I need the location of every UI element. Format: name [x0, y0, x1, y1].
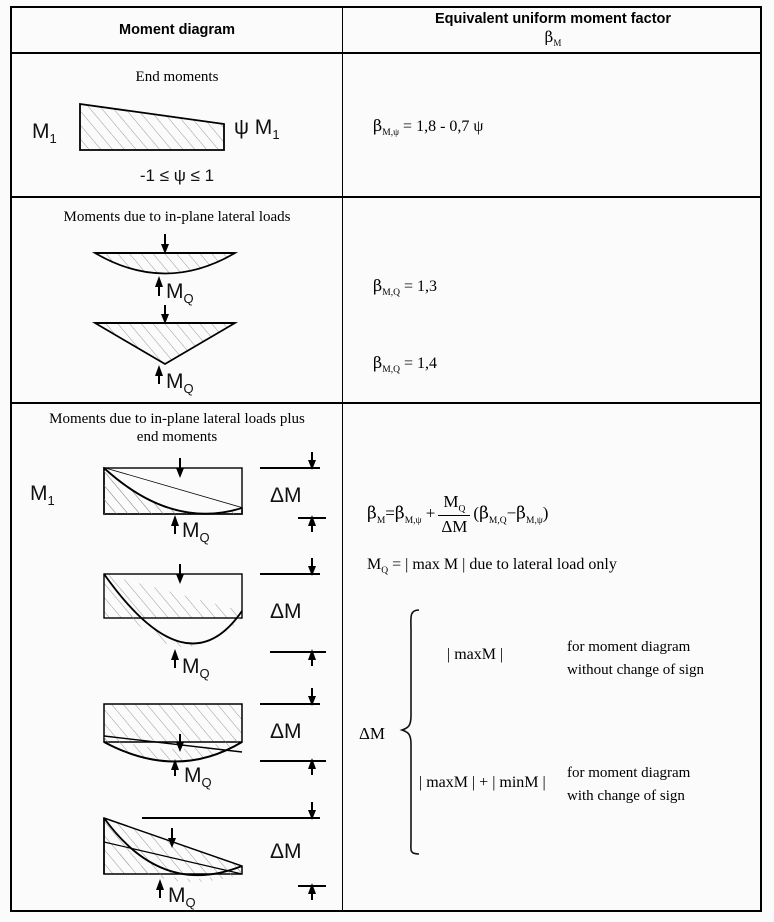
label-delta-m-4: ΔM: [270, 840, 302, 863]
label-mq-1: MQ: [182, 519, 210, 545]
beta-subscript: M,Q: [382, 288, 400, 299]
mq-symbol: M: [367, 556, 382, 573]
fraction-denominator: ΔM: [441, 517, 468, 537]
header-beta-subscript: M: [553, 38, 562, 49]
label-m1-combined: M1: [30, 482, 55, 508]
header-label-col2: Equivalent uniform moment factor: [434, 11, 672, 28]
row-lateral-loads-factor-cell: βM,Q = 1,3 βM,Q = 1,4: [343, 198, 763, 402]
row-combined-factor-cell: βM=βM,ψ + MQ ΔM (βM,Q−βM,ψ) MQ = | max M | …: [343, 404, 763, 912]
label-psi-range: -1 ≤ ψ ≤ 1: [140, 166, 214, 185]
delta-m-label: ΔM: [359, 724, 386, 743]
case1-condition-line1: for moment diagram: [567, 639, 691, 655]
beta-symbol-t3: β: [516, 503, 526, 524]
paren-open: (: [473, 503, 480, 523]
beta-value: 1,3: [416, 278, 437, 295]
diagram-end-moments: M1 ψ M1 -1 ≤ ψ ≤ 1: [32, 102, 280, 185]
diagram-lateral-loads-group: MQ MQ: [91, 234, 239, 396]
equals-sign: =: [403, 355, 413, 372]
case1-condition: for moment diagram without change of sig…: [567, 636, 704, 683]
definition-delta-m: ΔM | maxM | for moment diagram without c…: [359, 609, 759, 866]
formula-beta-m-main: βM=βM,ψ + MQ ΔM (βM,Q−βM,ψ): [367, 492, 548, 537]
mq-definition-text: | max M | due to lateral load only: [405, 556, 617, 573]
diagram-combined-3: MQ ΔM: [103, 688, 326, 790]
label-m1: M1: [32, 120, 57, 146]
fraction-numerator-sub: Q: [458, 504, 466, 515]
diagram-triangle: MQ: [91, 305, 239, 396]
beta-subscript: M,Q: [382, 365, 400, 376]
label-mq-parabola: MQ: [166, 280, 194, 306]
fraction-mq-over-dm: MQ ΔM: [438, 492, 471, 537]
formula-beta-mq-13: βM,Q = 1,3: [373, 276, 437, 298]
case2-condition-line2: with change of sign: [567, 788, 685, 805]
diagram-combined-group: MQ M1 ΔM: [30, 452, 326, 910]
row-combined-diagram-cell: Moments due to in-plane lateral loads pl…: [12, 404, 342, 912]
beta-value: 1,8 - 0,7 ψ: [416, 118, 484, 135]
header-beta-symbol: β: [544, 28, 554, 47]
label-delta-m-1: ΔM: [270, 484, 302, 507]
case1-condition-line2: without change of sign: [567, 662, 705, 679]
curly-brace-icon: [399, 609, 420, 855]
case2-condition-line1: for moment diagram: [567, 765, 691, 781]
case1-expression: | maxM |: [447, 646, 504, 663]
label-delta-m-2: ΔM: [270, 600, 302, 623]
definition-mq: MQ = | max M | due to lateral load only: [367, 556, 617, 576]
row-end-moments-factor-cell: βM,ψ = 1,8 - 0,7 ψ: [343, 54, 763, 196]
plus-sign: +: [425, 503, 436, 523]
caption-combined: Moments due to in-plane lateral loads pl…: [12, 410, 342, 446]
formula-beta-mq-14: βM,Q = 1,4: [373, 353, 437, 375]
diagram-parabola: MQ: [91, 234, 239, 306]
label-mq-2: MQ: [182, 655, 210, 681]
equals-sign: =: [403, 278, 413, 295]
moment-factor-table: Moment diagram Equivalent uniform moment…: [10, 6, 762, 912]
minus-sign: −: [506, 503, 517, 523]
beta-value: 1,4: [416, 355, 437, 372]
caption-combined-line2: end moments: [136, 429, 218, 445]
caption-lateral-loads: Moments due to in-plane lateral loads: [63, 209, 291, 225]
label-delta-m-3: ΔM: [270, 720, 302, 743]
paren-close: ): [542, 503, 549, 523]
header-label-col1: Moment diagram: [118, 21, 235, 38]
column-separator: [342, 8, 343, 910]
label-mq-4: MQ: [168, 884, 196, 910]
diagram-combined-2: MQ ΔM: [103, 558, 326, 681]
beta-subscript: M,ψ: [382, 128, 400, 139]
formula-beta-m-psi: βM,ψ = 1,8 - 0,7 ψ: [373, 116, 483, 138]
beta-subscript-t2: M,Q: [488, 516, 507, 526]
header-cell-moment-diagram: Moment diagram: [12, 8, 342, 52]
case2-expression: | maxM | + | minM |: [419, 774, 546, 791]
beta-symbol-lhs: β: [367, 503, 377, 524]
caption-end-moments: End moments: [135, 69, 219, 85]
beta-symbol: β: [373, 116, 383, 135]
beta-symbol-t1: β: [394, 503, 405, 524]
row-end-moments-diagram-cell: End moments M1 ψ M1 -1 ≤ ψ ≤ 1: [12, 54, 342, 196]
beta-symbol-t2: β: [479, 503, 489, 524]
beta-symbol: β: [373, 276, 383, 295]
equals-sign: =: [392, 556, 402, 573]
case2-condition: for moment diagram with change of sign: [567, 762, 690, 809]
diagram-combined-1: MQ M1 ΔM: [30, 452, 326, 545]
fraction-numerator: MQ: [438, 492, 471, 517]
row-lateral-loads-diagram-cell: Moments due to in-plane lateral loads: [12, 198, 342, 402]
equals-sign: =: [385, 503, 395, 523]
row2-divider: [12, 402, 760, 404]
caption-combined-line1: Moments due to in-plane lateral loads pl…: [49, 411, 305, 427]
mq-subscript: Q: [381, 566, 389, 577]
header-divider: [12, 52, 760, 54]
beta-subscript-lhs: M: [376, 516, 386, 526]
label-mq-3: MQ: [184, 764, 212, 790]
equals-sign: =: [403, 118, 413, 135]
beta-subscript-t3: M,ψ: [526, 516, 543, 526]
diagram-combined-4: MQ ΔM: [103, 802, 326, 910]
label-psi-m1: ψ M1: [234, 116, 280, 142]
row1-divider: [12, 196, 760, 198]
header-cell-factor: Equivalent uniform moment factor βM: [343, 8, 763, 52]
beta-subscript-t1: M,ψ: [404, 516, 422, 526]
label-mq-triangle: MQ: [166, 370, 194, 396]
beta-symbol: β: [373, 353, 383, 372]
